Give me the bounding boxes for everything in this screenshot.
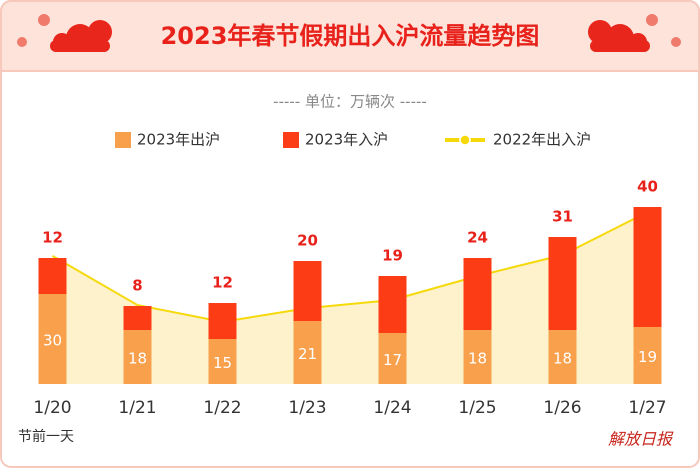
value-label: 24 [467, 229, 488, 247]
value-label: 15 [213, 354, 232, 372]
value-label: 20 [297, 232, 318, 250]
cloud-right [588, 14, 681, 52]
bar [293, 261, 322, 321]
annotation: 节前一天 [18, 428, 74, 445]
legend-dot [459, 134, 471, 146]
bar [633, 327, 662, 384]
bar [463, 330, 492, 384]
bar [378, 333, 407, 384]
chart-title: 2023年春节假期出入沪流量趋势图 [161, 22, 540, 50]
x-tick-label: 1/22 [203, 398, 241, 418]
value-label: 40 [637, 178, 658, 196]
value-label: 18 [128, 350, 147, 368]
legend-label: 2023年出沪 [137, 131, 220, 149]
x-tick-label: 1/27 [628, 398, 666, 418]
x-tick-label: 1/21 [118, 398, 156, 418]
header-bg [0, 0, 700, 72]
legend-swatch [115, 132, 131, 148]
bar [633, 207, 662, 327]
bar [123, 306, 152, 330]
value-label: 12 [212, 274, 233, 292]
source-logo: 解放日报 [608, 430, 674, 449]
bar [378, 276, 407, 333]
bar [548, 330, 577, 384]
value-label: 31 [552, 208, 573, 226]
bar [38, 258, 67, 294]
value-label: 19 [638, 348, 657, 366]
value-label: 18 [468, 350, 487, 368]
legend-label: 2023年入沪 [305, 131, 388, 149]
area [52, 212, 648, 384]
x-tick-label: 1/20 [33, 398, 71, 418]
bar [548, 237, 577, 330]
value-label: 30 [43, 332, 62, 350]
subtitle: ----- 单位：万辆次 ----- [273, 93, 427, 111]
value-label: 12 [42, 229, 63, 247]
bar [293, 321, 322, 384]
bar [208, 339, 237, 384]
bar [38, 294, 67, 384]
legend-swatch [283, 132, 299, 148]
line [51, 211, 648, 323]
cloud-left [17, 14, 112, 52]
x-tick-label: 1/23 [288, 398, 326, 418]
value-label: 18 [553, 350, 572, 368]
bar [463, 258, 492, 330]
value-label: 17 [383, 351, 402, 369]
bar [123, 330, 152, 384]
value-label: 21 [298, 345, 317, 363]
value-label: 8 [132, 277, 142, 295]
legend-label: 2022年出入沪 [493, 131, 591, 149]
value-label: 19 [382, 247, 403, 265]
x-tick-label: 1/24 [373, 398, 411, 418]
x-tick-label: 1/25 [458, 398, 496, 418]
x-tick-label: 1/26 [543, 398, 581, 418]
bar [208, 303, 237, 339]
